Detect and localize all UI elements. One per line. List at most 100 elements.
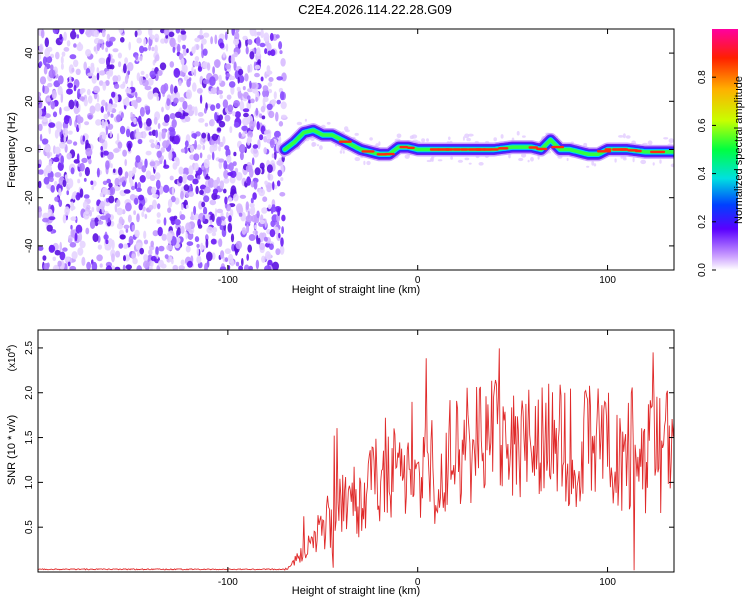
noise-speck bbox=[55, 51, 60, 60]
noise-speck bbox=[259, 42, 266, 48]
noise-speck bbox=[110, 113, 114, 118]
noise-speck bbox=[256, 121, 260, 131]
noise-speck bbox=[109, 58, 115, 64]
noise-speck bbox=[228, 81, 236, 88]
noise-speck bbox=[58, 199, 63, 207]
noise-speck bbox=[224, 31, 228, 41]
noise-speck bbox=[196, 243, 200, 248]
noise-speck bbox=[184, 116, 191, 122]
noise-speck bbox=[228, 162, 234, 172]
noise-speck bbox=[194, 43, 200, 51]
noise-speck bbox=[242, 108, 250, 113]
noise-speck bbox=[188, 191, 194, 198]
noise-speck bbox=[242, 86, 246, 91]
noise-speck bbox=[222, 136, 226, 145]
noise-speck bbox=[66, 190, 69, 196]
noise-speck bbox=[260, 76, 264, 82]
noise-speck bbox=[173, 67, 181, 78]
noise-speck bbox=[206, 226, 214, 234]
noise-speck bbox=[114, 177, 120, 187]
noise-speck bbox=[130, 100, 138, 107]
noise-speck bbox=[253, 148, 258, 154]
noise-speck bbox=[61, 51, 66, 57]
noise-speck bbox=[269, 229, 276, 238]
noise-speck bbox=[133, 210, 137, 216]
noise-speck bbox=[134, 197, 139, 205]
noise-speck bbox=[224, 114, 231, 122]
noise-speck bbox=[134, 30, 138, 38]
noise-speck bbox=[143, 230, 147, 239]
noise-speck bbox=[50, 64, 54, 71]
ridge-halo bbox=[464, 157, 470, 161]
noise-speck bbox=[178, 166, 184, 175]
noise-speck bbox=[149, 139, 155, 144]
ridge-halo bbox=[421, 138, 426, 143]
noise-speck bbox=[199, 29, 203, 36]
noise-speck bbox=[98, 80, 104, 86]
noise-speck bbox=[69, 54, 77, 60]
noise-speck bbox=[245, 46, 249, 55]
noise-speck bbox=[235, 261, 240, 267]
noise-speck bbox=[255, 259, 260, 270]
noise-speck bbox=[280, 177, 284, 182]
noise-speck bbox=[262, 85, 269, 92]
noise-speck bbox=[205, 234, 209, 242]
noise-speck bbox=[212, 66, 216, 75]
ridge-halo bbox=[622, 157, 627, 161]
noise-speck bbox=[248, 265, 253, 270]
noise-speck bbox=[38, 246, 44, 251]
noise-speck bbox=[122, 81, 126, 88]
snr-x-tick-label: 0 bbox=[415, 577, 421, 588]
noise-speck bbox=[141, 211, 145, 218]
noise-speck bbox=[182, 100, 188, 110]
ridge-halo bbox=[527, 159, 530, 163]
noise-speck bbox=[149, 70, 156, 79]
noise-speck bbox=[46, 224, 53, 232]
noise-speck bbox=[89, 105, 96, 114]
noise-speck bbox=[85, 29, 93, 38]
noise-speck bbox=[144, 213, 148, 219]
noise-speck bbox=[136, 265, 143, 270]
noise-speck bbox=[62, 179, 67, 188]
noise-speck bbox=[154, 33, 160, 43]
noise-speck bbox=[76, 43, 84, 52]
noise-speck bbox=[164, 254, 169, 259]
noise-speck bbox=[93, 29, 100, 38]
noise-speck bbox=[245, 201, 249, 211]
noise-speck bbox=[199, 94, 203, 104]
noise-speck bbox=[199, 189, 204, 195]
noise-speck bbox=[199, 152, 203, 159]
noise-speck bbox=[79, 188, 84, 198]
noise-speck bbox=[218, 120, 226, 128]
noise-speck bbox=[72, 29, 75, 32]
noise-speck bbox=[91, 75, 97, 84]
noise-speck bbox=[102, 187, 108, 195]
noise-speck bbox=[127, 143, 132, 152]
noise-speck bbox=[229, 75, 236, 81]
noise-speck bbox=[42, 56, 47, 66]
noise-speck bbox=[125, 228, 129, 233]
noise-speck bbox=[68, 130, 73, 135]
noise-speck bbox=[69, 75, 72, 81]
noise-speck bbox=[150, 240, 154, 248]
noise-speck bbox=[69, 117, 72, 127]
noise-speck bbox=[187, 174, 194, 181]
noise-speck bbox=[227, 172, 234, 176]
noise-speck bbox=[83, 61, 87, 71]
noise-speck bbox=[259, 219, 266, 225]
noise-speck bbox=[87, 95, 93, 104]
noise-speck bbox=[209, 199, 217, 206]
noise-speck bbox=[143, 254, 149, 262]
noise-speck bbox=[192, 178, 199, 185]
ridge-halo bbox=[363, 160, 366, 166]
noise-speck bbox=[77, 247, 84, 256]
noise-speck bbox=[221, 220, 227, 226]
noise-speck bbox=[237, 76, 240, 84]
noise-speck bbox=[226, 94, 232, 100]
noise-speck bbox=[229, 176, 236, 184]
noise-speck bbox=[229, 126, 233, 134]
noise-speck bbox=[135, 54, 139, 61]
noise-speck bbox=[239, 151, 244, 161]
heatmap-y-tick-label: 40 bbox=[24, 47, 35, 59]
